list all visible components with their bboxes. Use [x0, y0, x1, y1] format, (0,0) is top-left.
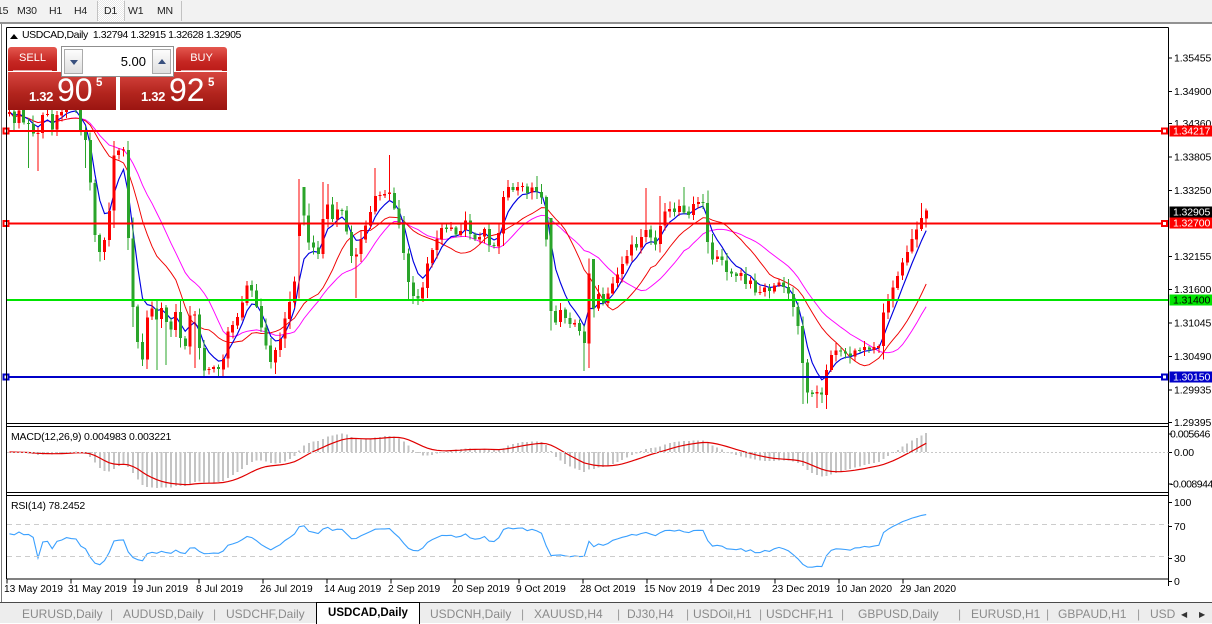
svg-text:2 Sep 2019: 2 Sep 2019 [388, 584, 440, 595]
svg-text:RSI(14) 78.2452: RSI(14) 78.2452 [11, 500, 85, 512]
svg-text:1.29395: 1.29395 [1174, 417, 1212, 429]
svg-text:1.34900: 1.34900 [1174, 86, 1212, 98]
svg-text:20 Sep 2019: 20 Sep 2019 [452, 584, 510, 595]
svg-text:15 Nov 2019: 15 Nov 2019 [644, 584, 702, 595]
svg-text:10 Jan 2020: 10 Jan 2020 [836, 584, 892, 595]
svg-text:1.33805: 1.33805 [1174, 152, 1212, 164]
svg-text:0.005646: 0.005646 [1170, 429, 1210, 441]
svg-text:1.32700: 1.32700 [1173, 217, 1211, 229]
svg-text:1.34217: 1.34217 [1173, 126, 1211, 138]
svg-text:9 Oct 2019: 9 Oct 2019 [516, 584, 566, 595]
svg-text:1.30490: 1.30490 [1174, 351, 1212, 363]
svg-text:1.29935: 1.29935 [1174, 385, 1212, 397]
svg-text:14 Aug 2019: 14 Aug 2019 [324, 584, 382, 595]
svg-text:1.30150: 1.30150 [1173, 372, 1211, 384]
svg-text:70: 70 [1174, 521, 1186, 533]
svg-text:29 Jan 2020: 29 Jan 2020 [900, 584, 956, 595]
svg-text:19 Jun 2019: 19 Jun 2019 [132, 584, 188, 595]
svg-text:1.31045: 1.31045 [1174, 318, 1212, 330]
svg-text:1.33250: 1.33250 [1174, 185, 1212, 197]
svg-text:0: 0 [1174, 576, 1180, 588]
svg-text:26 Jul 2019: 26 Jul 2019 [260, 584, 313, 595]
svg-text:31 May 2019: 31 May 2019 [68, 584, 127, 595]
svg-text:28 Oct 2019: 28 Oct 2019 [580, 584, 636, 595]
svg-text:13 May 2019: 13 May 2019 [4, 584, 63, 595]
svg-text:1.31400: 1.31400 [1173, 295, 1211, 307]
svg-text:30: 30 [1174, 553, 1186, 565]
svg-text:1.35455: 1.35455 [1174, 53, 1212, 65]
svg-text:-0.008944: -0.008944 [1170, 479, 1212, 491]
svg-text:0.00: 0.00 [1174, 447, 1194, 459]
svg-text:23 Dec 2019: 23 Dec 2019 [772, 584, 830, 595]
svg-text:100: 100 [1174, 497, 1191, 509]
svg-text:1.32155: 1.32155 [1174, 251, 1212, 263]
svg-text:MACD(12,26,9) 0.004983 0.00322: MACD(12,26,9) 0.004983 0.003221 [11, 431, 172, 443]
svg-text:8 Jul 2019: 8 Jul 2019 [196, 584, 243, 595]
svg-text:4 Dec 2019: 4 Dec 2019 [708, 584, 760, 595]
